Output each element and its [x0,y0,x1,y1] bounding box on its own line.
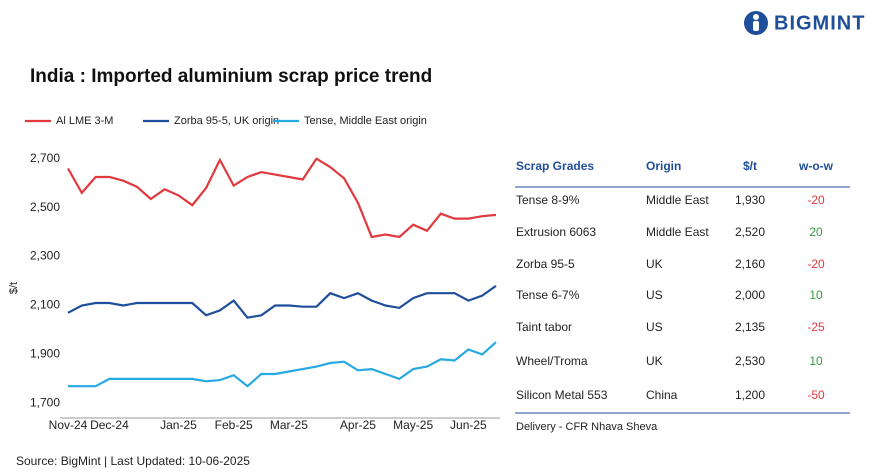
table-header: Scrap Grades [516,159,594,173]
table-cell: Zorba 95-5 [516,257,575,271]
table-cell: Middle East [646,193,709,207]
table-cell: Silicon Metal 553 [516,388,608,402]
x-tick-label: Jan-25 [160,418,197,432]
table-cell: Middle East [646,225,709,239]
table-cell: 1,200 [735,388,765,402]
x-tick-label: Mar-25 [270,418,308,432]
table-cell: 2,530 [735,354,765,368]
table-cell: -50 [807,388,825,402]
table-cell: Taint tabor [516,320,572,334]
source: Source: BigMint | Last Updated: 10-06-20… [16,454,250,468]
x-tick-label: Jun-25 [450,418,487,432]
x-tick-label: Dec-24 [90,418,129,432]
y-axis-label: $/t [8,282,20,294]
table-cell: 10 [809,354,823,368]
table-cell: -20 [807,257,825,271]
table-cell: 2,520 [735,225,765,239]
legend-label: Zorba 95-5, UK origin [174,115,279,127]
legend-label: Al LME 3-M [56,115,113,127]
table-cell: 2,135 [735,320,765,334]
table-cell: 1,930 [735,193,765,207]
y-tick-label: 1,900 [30,347,60,361]
table-header: Origin [646,159,681,173]
x-tick-label: May-25 [393,418,433,432]
table-cell: UK [646,354,663,368]
table-cell: 10 [809,288,823,302]
table-cell: -25 [807,320,825,334]
table-cell: 20 [809,225,823,239]
table-cell: 2,160 [735,257,765,271]
table-cell: US [646,320,663,334]
table-cell: US [646,288,663,302]
table-cell: China [646,388,678,402]
table-cell: Extrusion 6063 [516,225,596,239]
logo-icon [744,11,768,35]
y-tick-label: 2,500 [30,200,60,214]
table-cell: Tense 6-7% [516,288,580,302]
x-tick-label: Feb-25 [215,418,253,432]
table-header: w-o-w [798,159,834,173]
table-cell: -20 [807,193,825,207]
table-note: Delivery - CFR Nhava Sheva [516,421,658,433]
chart-title: India : Imported aluminium scrap price t… [30,66,432,87]
y-tick-label: 2,100 [30,298,60,312]
line-series [68,341,497,388]
legend-label: Tense, Middle East origin [304,115,427,127]
x-tick-label: Apr-25 [340,418,376,432]
table-cell: 2,000 [735,288,765,302]
x-tick-label: Nov-24 [49,418,88,432]
table-cell: Wheel/Troma [516,354,588,368]
brand: BIGMINT [774,12,865,34]
y-tick-label: 2,700 [30,151,60,165]
table-cell: Tense 8-9% [516,193,580,207]
y-tick-label: 1,700 [30,395,60,409]
table-cell: UK [646,257,663,271]
table-header: $/t [743,159,757,173]
line-series [67,157,497,239]
y-tick-label: 2,300 [30,249,60,263]
line-series [67,285,497,319]
